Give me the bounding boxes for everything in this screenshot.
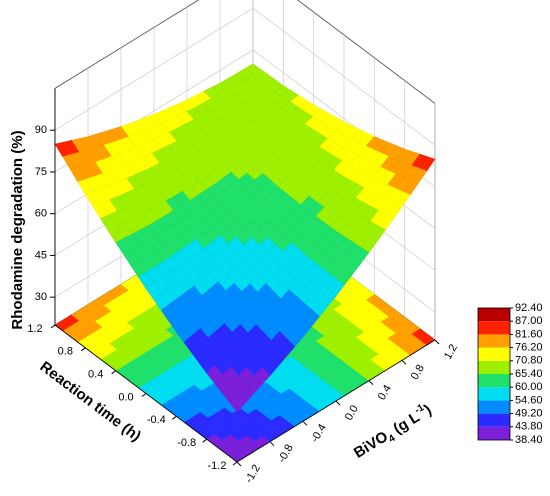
- z-tick-label: 60: [35, 208, 47, 220]
- x-tick: [269, 441, 275, 447]
- x-tick-label: -1.2: [243, 463, 263, 485]
- colorbar-band: [478, 360, 510, 374]
- y-tick: [81, 347, 86, 352]
- colorbar-label: 76.20: [515, 342, 543, 354]
- x-tick: [368, 380, 374, 386]
- x-tick: [401, 359, 407, 365]
- y-tick-label: 1.2: [27, 323, 42, 335]
- colorbar-band: [478, 426, 510, 440]
- colorbar-label: 49.20: [515, 408, 543, 420]
- colorbar-band: [478, 400, 510, 414]
- y-tick-label: 0.0: [118, 391, 133, 403]
- colorbar-band: [478, 413, 510, 427]
- y-tick-label: -0.8: [177, 437, 196, 449]
- colorbar-label: 70.80: [515, 355, 543, 367]
- y-tick-label: -1.2: [208, 460, 227, 472]
- y-tick-label: -0.4: [147, 414, 166, 426]
- x-tick-label: 0.8: [409, 363, 427, 382]
- colorbar-band: [478, 374, 510, 388]
- surface-cell: [229, 393, 246, 413]
- y-tick: [50, 324, 56, 329]
- colorbar-label: 87.00: [515, 315, 543, 327]
- x-axis-label: BiVO4 (g L-1): [350, 400, 436, 465]
- axis-line: [54, 324, 436, 463]
- x-tick: [302, 420, 308, 426]
- z-tick-label: 75: [35, 166, 47, 178]
- colorbar-label: 60.00: [515, 381, 543, 393]
- x-tick: [434, 339, 440, 345]
- x-tick-label: 0.4: [376, 383, 394, 402]
- colorbar-label: 54.60: [515, 394, 543, 406]
- colorbar-label: 65.40: [515, 368, 543, 380]
- y-tick-label: 0.4: [88, 369, 103, 381]
- colorbar-band: [478, 347, 510, 361]
- mesh: [229, 393, 246, 413]
- y-tick-label: 0.8: [58, 346, 73, 358]
- y-tick: [232, 461, 238, 466]
- colorbar-label: 43.80: [515, 421, 543, 433]
- colorbar-label: 92.40: [515, 302, 543, 314]
- colorbar-band: [478, 334, 510, 348]
- x-tick: [236, 461, 242, 467]
- colorbar-band: [478, 387, 510, 401]
- x-tick-label: 1.2: [442, 342, 460, 361]
- colorbar-band: [478, 321, 510, 335]
- z-axis-label: Rhodamine degradation (%): [9, 130, 26, 329]
- y-tick: [172, 415, 177, 420]
- y-tick: [202, 438, 207, 443]
- z-tick-label: 45: [35, 249, 47, 261]
- x-tick: [335, 400, 341, 406]
- x-label-part: BiVO: [351, 428, 391, 462]
- colorbar-label: 81.60: [515, 328, 543, 340]
- y-tick: [141, 393, 147, 397]
- x-label-part: 4: [387, 433, 398, 446]
- x-tick-label: 0.0: [343, 403, 361, 422]
- z-tick-label: 90: [35, 124, 47, 136]
- y-tick: [111, 370, 116, 375]
- colorbar-label: 38.40: [515, 434, 543, 446]
- x-tick-label: -0.4: [309, 422, 329, 444]
- z-tick-label: 30: [35, 291, 47, 303]
- colorbar-band: [478, 308, 510, 322]
- x-tick-label: -0.8: [276, 442, 296, 464]
